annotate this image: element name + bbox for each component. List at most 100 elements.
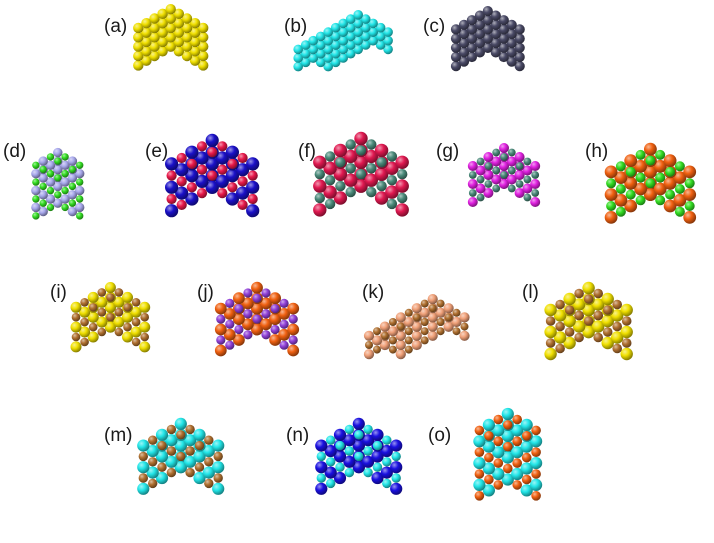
atom bbox=[32, 195, 40, 203]
atom bbox=[395, 339, 406, 351]
atom bbox=[450, 42, 462, 53]
atom bbox=[396, 322, 405, 331]
crystal-model-e bbox=[155, 133, 277, 264]
atom bbox=[363, 330, 375, 341]
atom bbox=[653, 159, 667, 173]
atom bbox=[114, 307, 124, 317]
atom bbox=[251, 281, 263, 294]
atom bbox=[205, 157, 219, 171]
atom bbox=[140, 312, 149, 322]
atom bbox=[492, 446, 505, 459]
atom bbox=[482, 484, 495, 497]
atom bbox=[458, 28, 470, 40]
atom bbox=[288, 335, 298, 345]
atom bbox=[252, 293, 262, 303]
atom bbox=[645, 155, 656, 166]
atom bbox=[32, 178, 40, 186]
atom bbox=[261, 309, 271, 319]
atom bbox=[176, 199, 187, 210]
atom bbox=[212, 461, 225, 474]
atom bbox=[204, 435, 214, 445]
panel-label-o: (o) bbox=[428, 425, 452, 446]
atom bbox=[216, 314, 226, 324]
crystal-model-n bbox=[306, 417, 420, 538]
atom bbox=[634, 182, 647, 196]
atom bbox=[155, 428, 169, 441]
atom bbox=[353, 44, 363, 55]
atom bbox=[68, 199, 77, 207]
crystal-svg-f bbox=[313, 131, 409, 217]
atom bbox=[207, 170, 218, 181]
atom bbox=[521, 452, 532, 463]
atom bbox=[174, 439, 187, 452]
atom bbox=[344, 446, 355, 456]
atom bbox=[194, 440, 205, 451]
atom bbox=[308, 44, 318, 55]
atom bbox=[366, 139, 377, 150]
atom bbox=[376, 157, 387, 168]
atom bbox=[531, 189, 540, 197]
atom bbox=[104, 301, 116, 313]
atom bbox=[382, 478, 392, 489]
atom bbox=[237, 152, 248, 164]
atom bbox=[330, 48, 341, 59]
atom bbox=[365, 341, 373, 349]
atom bbox=[459, 312, 470, 323]
atom bbox=[530, 197, 541, 207]
atom bbox=[363, 467, 373, 478]
atom bbox=[476, 193, 485, 202]
atom bbox=[260, 318, 272, 331]
atom bbox=[521, 431, 532, 441]
atom bbox=[615, 161, 626, 172]
atom bbox=[198, 22, 209, 34]
atom bbox=[634, 159, 647, 173]
atom bbox=[330, 57, 341, 68]
atom bbox=[498, 24, 509, 35]
atom bbox=[506, 28, 517, 40]
atom bbox=[88, 303, 98, 312]
atom bbox=[345, 186, 356, 198]
atom bbox=[511, 467, 524, 481]
atom bbox=[386, 151, 398, 162]
atom bbox=[458, 19, 470, 30]
atom bbox=[512, 480, 522, 490]
atom bbox=[606, 201, 617, 211]
atom bbox=[353, 35, 363, 46]
atom bbox=[196, 164, 208, 175]
atom bbox=[122, 331, 133, 343]
crystal-model-f bbox=[303, 131, 425, 264]
atom bbox=[181, 13, 193, 24]
atom bbox=[390, 439, 403, 452]
atom bbox=[146, 444, 159, 458]
atom bbox=[372, 462, 383, 472]
atom bbox=[38, 173, 48, 183]
atom bbox=[175, 163, 189, 177]
atom bbox=[198, 32, 209, 43]
atom bbox=[545, 316, 556, 326]
atom bbox=[574, 310, 584, 321]
atom bbox=[165, 13, 176, 24]
atom bbox=[243, 330, 253, 340]
atom bbox=[207, 147, 218, 158]
atom bbox=[326, 457, 336, 467]
atom bbox=[344, 424, 355, 435]
atom bbox=[261, 330, 271, 340]
atom bbox=[225, 340, 235, 350]
atom bbox=[165, 32, 176, 43]
atom bbox=[615, 184, 626, 194]
atom bbox=[482, 462, 495, 475]
atom bbox=[388, 345, 397, 354]
atom bbox=[371, 471, 384, 485]
atom bbox=[141, 27, 152, 38]
atom bbox=[503, 420, 513, 430]
atom bbox=[368, 18, 378, 29]
atom bbox=[501, 429, 514, 442]
atom bbox=[475, 183, 486, 194]
atom bbox=[506, 56, 517, 67]
atom bbox=[242, 318, 254, 331]
atom bbox=[491, 174, 502, 185]
atom bbox=[354, 430, 364, 440]
atom bbox=[60, 194, 70, 204]
atom bbox=[53, 198, 63, 208]
atom bbox=[683, 165, 697, 179]
